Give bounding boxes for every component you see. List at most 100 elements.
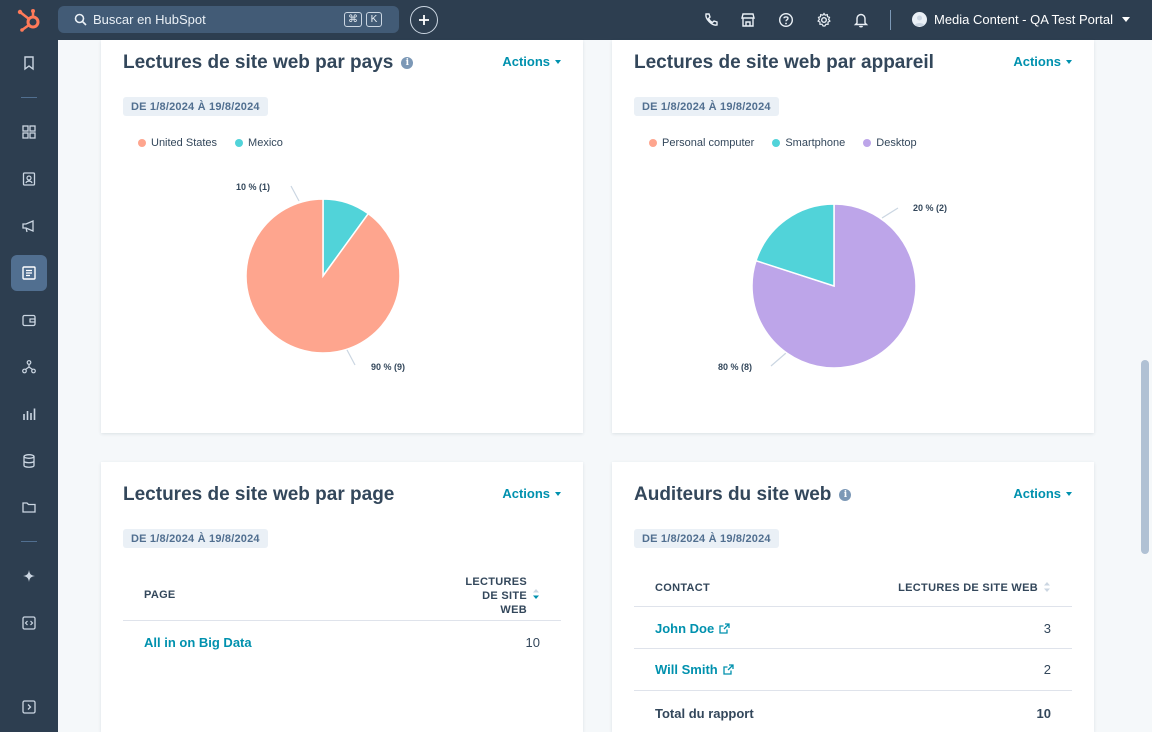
- pie-slice-smartphone[interactable]: [755, 203, 835, 288]
- sidebar-item-marketing[interactable]: [11, 208, 47, 244]
- search-placeholder: Buscar en HubSpot: [93, 12, 206, 27]
- contact-name: John Doe: [655, 621, 715, 636]
- sidebar-item-library[interactable]: [11, 489, 47, 525]
- legend-label: Mexico: [248, 137, 283, 149]
- sidebar-item-developer[interactable]: [11, 605, 47, 641]
- pie-slice-label-united-states: 90 % (9): [371, 362, 406, 372]
- portal-name: Media Content - QA Test Portal: [934, 12, 1113, 27]
- report-card-audience: Auditeurs du site web i Actions DE 1/8/2…: [612, 462, 1094, 732]
- info-icon[interactable]: i: [401, 57, 414, 69]
- sidebar-item-data-management[interactable]: [11, 443, 47, 479]
- legend-label: United States: [151, 137, 218, 149]
- sidebar-item-automation[interactable]: [11, 349, 47, 385]
- actions-dropdown[interactable]: Actions: [502, 54, 561, 69]
- sparkle-icon: [23, 570, 35, 582]
- contact-link-john-doe[interactable]: John Doe: [655, 621, 730, 636]
- column-header-line: WEB: [500, 604, 527, 616]
- table-divider: [634, 648, 1072, 649]
- report-card-page: Lectures de site web par page Actions DE…: [101, 462, 583, 732]
- legend-label: Desktop: [876, 137, 917, 149]
- column-header-views[interactable]: LECTURES DE SITE WEB: [457, 575, 527, 617]
- legend-item-united-states[interactable]: United States: [138, 137, 217, 149]
- left-sidebar: [0, 40, 58, 732]
- card-title-text: Lectures de site web par page: [123, 484, 395, 505]
- actions-label: Actions: [502, 486, 550, 501]
- date-range-badge: DE 1/8/2024 À 19/8/2024: [123, 529, 268, 548]
- card-title-text: Lectures de site web par pays: [123, 52, 394, 73]
- legend-label: Smartphone: [785, 137, 846, 149]
- page-link[interactable]: All in on Big Data: [144, 635, 252, 650]
- pie-slice-united-states[interactable]: [245, 198, 401, 354]
- account-menu[interactable]: Media Content - QA Test Portal: [912, 12, 1130, 27]
- legend-item-desktop[interactable]: Desktop: [863, 137, 917, 149]
- column-header-page[interactable]: PAGE: [144, 589, 176, 601]
- sidebar-expand-button[interactable]: [11, 689, 47, 725]
- legend-item-smartphone[interactable]: Smartphone: [772, 137, 845, 149]
- actions-label: Actions: [1013, 54, 1061, 69]
- shortcut-key-k: K: [366, 12, 382, 27]
- sort-descending-icon[interactable]: [533, 589, 539, 599]
- legend-item-personal-computer[interactable]: Personal computer: [649, 137, 754, 149]
- chevron-down-icon: [555, 491, 561, 496]
- hubspot-logo-icon[interactable]: [16, 8, 42, 32]
- sidebar-item-reporting[interactable]: [11, 396, 47, 432]
- notifications-bell-icon[interactable]: [853, 12, 869, 28]
- chevron-down-icon: [1121, 17, 1130, 22]
- legend-label: Personal computer: [662, 137, 755, 149]
- chevron-down-icon: [1066, 59, 1072, 64]
- table-divider: [123, 620, 561, 621]
- pie-chart-device: [751, 203, 917, 369]
- help-icon[interactable]: [778, 12, 794, 28]
- wallet-icon: [22, 314, 36, 327]
- external-link-icon[interactable]: [719, 623, 730, 634]
- date-range-badge: DE 1/8/2024 À 19/8/2024: [634, 97, 779, 116]
- search-input[interactable]: Buscar en HubSpot ⌘ K: [58, 6, 399, 33]
- chevron-down-icon: [555, 59, 561, 64]
- sidebar-item-commerce[interactable]: [11, 302, 47, 338]
- create-new-button[interactable]: [410, 6, 438, 34]
- megaphone-icon: [22, 220, 34, 233]
- actions-dropdown[interactable]: Actions: [1013, 486, 1072, 501]
- info-icon[interactable]: i: [839, 489, 852, 501]
- actions-label: Actions: [502, 54, 550, 69]
- column-header-views[interactable]: LECTURES DE SITE WEB: [898, 582, 1038, 594]
- grid-icon: [22, 125, 36, 139]
- settings-gear-icon[interactable]: [816, 12, 832, 28]
- pie-slice-label-desktop: 80 % (8): [718, 362, 753, 372]
- actions-dropdown[interactable]: Actions: [502, 486, 561, 501]
- report-total-value: 10: [1036, 706, 1051, 721]
- top-navigation-bar: Buscar en HubSpot ⌘ K Media C: [0, 0, 1152, 40]
- sidebar-item-content[interactable]: [11, 255, 47, 291]
- actions-dropdown[interactable]: Actions: [1013, 54, 1072, 69]
- column-header-line: DE SITE: [482, 590, 527, 602]
- card-title: Lectures de site web par page: [123, 484, 394, 506]
- card-title: Lectures de site web par pays i: [123, 52, 414, 74]
- card-title-text: Lectures de site web par appareil: [634, 52, 934, 73]
- card-title: Auditeurs du site web i: [634, 484, 852, 506]
- pie-leader-line: [770, 352, 787, 367]
- scrollbar-thumb[interactable]: [1141, 360, 1149, 554]
- date-range-badge: DE 1/8/2024 À 19/8/2024: [123, 97, 268, 116]
- folder-icon: [22, 502, 36, 513]
- bookmark-icon: [24, 56, 34, 71]
- bar-chart-icon: [23, 408, 36, 420]
- contact-link-will-smith[interactable]: Will Smith: [655, 662, 734, 677]
- chart-legend: Personal computer Smartphone Desktop: [649, 137, 935, 149]
- sidebar-item-bookmarks[interactable]: [11, 45, 47, 81]
- table-divider: [634, 606, 1072, 607]
- report-card-country: Lectures de site web par pays i Actions …: [101, 40, 583, 433]
- phone-icon[interactable]: [703, 12, 719, 28]
- sort-icon[interactable]: [1044, 582, 1050, 592]
- external-link-icon[interactable]: [723, 664, 734, 675]
- shortcut-key-command: ⌘: [344, 12, 362, 27]
- column-header-contact[interactable]: CONTACT: [655, 582, 711, 594]
- contact-views-value: 2: [1043, 662, 1051, 677]
- sidebar-item-workspaces[interactable]: [11, 114, 47, 150]
- marketplace-icon[interactable]: [740, 12, 756, 28]
- legend-item-mexico[interactable]: Mexico: [235, 137, 283, 149]
- sidebar-item-breeze[interactable]: [11, 558, 47, 594]
- contact-card-icon: [22, 172, 36, 186]
- pie-leader-line: [881, 207, 899, 219]
- sidebar-item-contacts[interactable]: [11, 161, 47, 197]
- search-icon: [74, 13, 87, 26]
